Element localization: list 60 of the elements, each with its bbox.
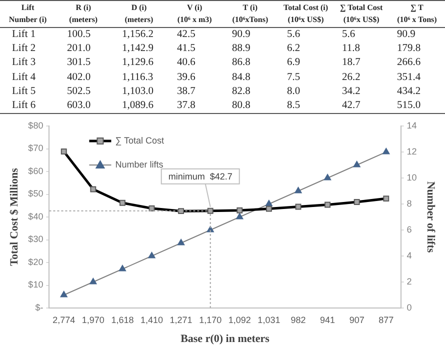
y2-tick-label: 10 [406, 172, 417, 183]
y-tick-label: $- [35, 302, 44, 313]
text: D (i) (meters) [124, 2, 154, 26]
y-tick-label: $80 [28, 120, 44, 131]
y2-tick-label: 2 [406, 276, 412, 287]
point [90, 278, 97, 284]
y2-tick-label: 8 [406, 198, 412, 209]
text: Lift 1 100.5 1,156.2 42.5 90.9 5.6 5.6 90.9 [12, 29, 416, 40]
x-tick-label: 907 [349, 315, 364, 326]
x-tick-label: 941 [320, 315, 336, 326]
x-tick-label: 1,618 [111, 315, 134, 326]
text: ∑ Total Cost (10⁶x US$) [339, 2, 384, 26]
y2-tick-label: 4 [406, 250, 412, 261]
point [178, 239, 185, 246]
legend-label: ∑ Total Cost [115, 136, 164, 146]
y-tick-label: $50 [28, 188, 44, 199]
x-tick-label: 877 [378, 315, 394, 326]
x-tick-label: 1,170 [199, 315, 222, 326]
point [118, 265, 126, 272]
y2-axis-title: Number of lifts [424, 182, 437, 254]
text: Lift 4 402.0 1,116.3 39.6 84.8 7.5 26.2 351.4 [12, 72, 421, 83]
point [324, 174, 332, 180]
x-tick-label: 1,092 [228, 315, 251, 326]
point [236, 213, 244, 220]
x-tick-label: 1,970 [82, 315, 104, 326]
text: Lift 3 301.5 1,129.6 40.6 86.8 6.9 18.7 266.6 [12, 57, 421, 68]
x-tick-label: 982 [290, 315, 306, 326]
y-tick-label: $20 [28, 257, 44, 268]
x-tick-label: 1,031 [258, 315, 280, 326]
point [294, 187, 302, 194]
y2-tick-label: 0 [406, 302, 412, 313]
y2-tick-label: 14 [406, 120, 417, 131]
y2-tick-label: 6 [406, 224, 412, 235]
text: V (i) (10⁶ x m3) [176, 2, 213, 26]
y-tick-label: $70 [28, 143, 44, 154]
text: ∑ T (10⁶ x Tons) [396, 2, 438, 26]
y2-tick-label: 12 [406, 146, 417, 157]
point [60, 291, 68, 298]
point [382, 148, 390, 154]
point [353, 161, 360, 168]
y-axis-title: Total Cost $ Millions [8, 168, 20, 266]
x-tick-label: 2,774 [52, 315, 76, 326]
y-tick-label: $40 [28, 212, 44, 222]
text: Lift 6 603.0 1,089.6 37.8 80.8 8.5 42.7 515.0 [12, 100, 421, 112]
text: T (i) (10⁶xTons) [231, 2, 270, 26]
annotation: minimum $42.7 [168, 172, 232, 182]
x-tick-label: 1,410 [140, 315, 164, 326]
x-tick-label: 1,271 [170, 315, 192, 326]
x-axis-title: Base r(0) in meters [180, 333, 270, 346]
text: Total Cost (i) (10⁶x US$) [282, 2, 330, 26]
y-tick-label: $60 [28, 166, 44, 176]
point [148, 252, 156, 258]
text: R (i) (meters) [68, 2, 99, 26]
point [265, 200, 272, 206]
text: Lift Number (i) [8, 2, 48, 26]
text: Lift 2 201.0 1,142.9 41.5 88.9 6.2 11.8 179.8 [12, 43, 421, 54]
legend-label: Number lifts [115, 160, 164, 170]
y-tick-label: $30 [28, 234, 44, 244]
text: Lift 5 502.5 1,103.0 38.7 82.8 8.0 34.2 434.2 [12, 86, 421, 97]
y-tick-label: $10 [28, 280, 44, 290]
